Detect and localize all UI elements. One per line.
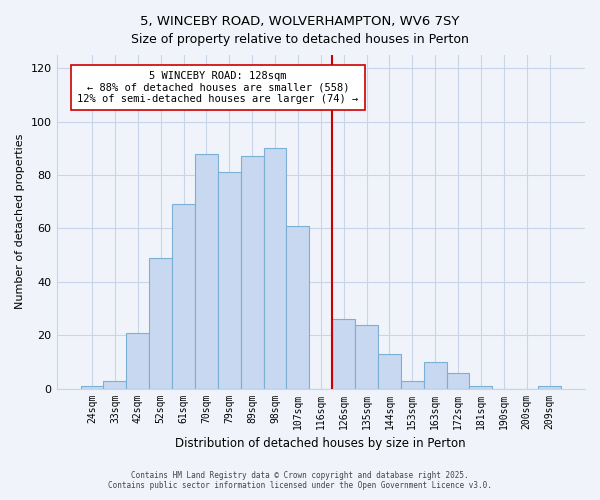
Text: Contains HM Land Registry data © Crown copyright and database right 2025.
Contai: Contains HM Land Registry data © Crown c… bbox=[108, 470, 492, 490]
Bar bbox=[149, 258, 172, 388]
X-axis label: Distribution of detached houses by size in Perton: Distribution of detached houses by size … bbox=[175, 437, 466, 450]
Bar bbox=[378, 354, 401, 388]
Bar bbox=[218, 172, 241, 388]
Bar bbox=[446, 372, 469, 388]
Bar bbox=[355, 324, 378, 388]
Bar bbox=[286, 226, 310, 388]
Text: 5, WINCEBY ROAD, WOLVERHAMPTON, WV6 7SY: 5, WINCEBY ROAD, WOLVERHAMPTON, WV6 7SY bbox=[140, 15, 460, 28]
Bar bbox=[401, 380, 424, 388]
Bar bbox=[332, 319, 355, 388]
Bar bbox=[103, 380, 127, 388]
Y-axis label: Number of detached properties: Number of detached properties bbox=[15, 134, 25, 310]
Text: 5 WINCEBY ROAD: 128sqm
← 88% of detached houses are smaller (558)
12% of semi-de: 5 WINCEBY ROAD: 128sqm ← 88% of detached… bbox=[77, 71, 358, 104]
Bar bbox=[127, 332, 149, 388]
Bar bbox=[263, 148, 286, 388]
Bar bbox=[80, 386, 103, 388]
Bar bbox=[241, 156, 263, 388]
Bar bbox=[424, 362, 446, 388]
Text: Size of property relative to detached houses in Perton: Size of property relative to detached ho… bbox=[131, 32, 469, 46]
Bar bbox=[538, 386, 561, 388]
Bar bbox=[172, 204, 195, 388]
Bar bbox=[195, 154, 218, 388]
Bar bbox=[469, 386, 493, 388]
